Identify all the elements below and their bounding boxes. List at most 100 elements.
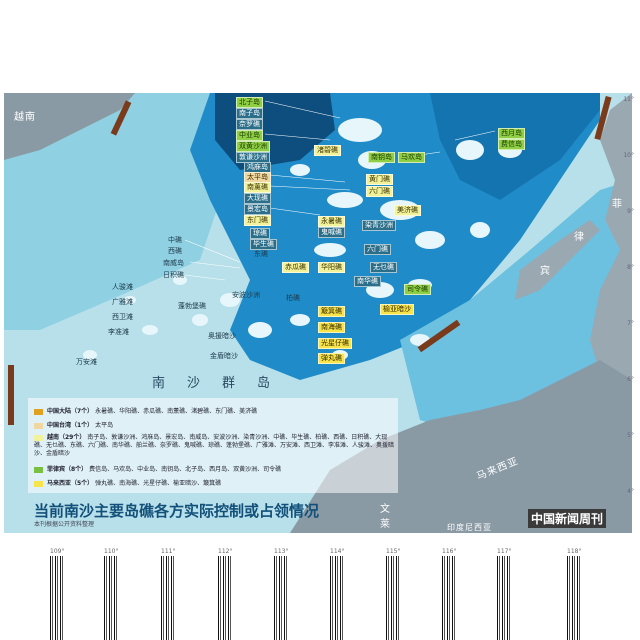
label-lizhun: 李准滩 [108, 328, 129, 336]
tag-dongmen: 东门礁 [244, 215, 271, 226]
lat-label: 6° [627, 376, 634, 383]
region-spratly-label: 南沙群岛 [152, 376, 293, 391]
label-renjun: 人骏滩 [112, 283, 133, 291]
legend-items: 太平岛 [95, 422, 114, 429]
land-vietnam [4, 93, 135, 160]
lon-label: 115° [386, 548, 401, 555]
graticule-strip [567, 556, 581, 640]
tag-guangxingzai: 光星仔礁 [318, 338, 352, 349]
tag-qiong: 琼礁 [250, 228, 270, 239]
country-vietnam: 越南 [14, 112, 36, 123]
legend-items: 费信岛、马欢岛、中业岛、南钥岛、北子岛、西月岛、双黄沙洲、司令礁 [89, 466, 282, 473]
lat-label: 4° [627, 488, 634, 495]
tag-nanxun: 南薰礁 [244, 182, 271, 193]
lon-label: 113° [274, 548, 289, 555]
tag-chigua: 赤瓜礁 [282, 262, 309, 273]
lon-label: 111° [161, 548, 176, 555]
country-philippines-3: 宾 [540, 266, 551, 277]
label-dongjiao: 东礁 [254, 250, 268, 258]
tag-ranqing: 染青沙洲 [362, 220, 396, 231]
tag-feixin: 费信岛 [498, 139, 525, 150]
label-riji: 日积礁 [163, 271, 184, 279]
tag-huayang: 华阳礁 [318, 262, 345, 273]
graticule-strip [274, 556, 288, 640]
graticule-strip [50, 556, 64, 640]
tag-liumen-vn: 六门礁 [364, 244, 391, 255]
lon-label: 114° [330, 548, 345, 555]
graticule-strip [330, 556, 344, 640]
tag-huangmen: 黄门礁 [366, 174, 393, 185]
tag-bisheng: 毕生礁 [250, 239, 277, 250]
legend-swatch [34, 408, 43, 415]
tag-wumie: 无乜礁 [370, 262, 397, 273]
tag-nanhua: 南华礁 [354, 276, 381, 287]
tag-siling: 司令礁 [404, 284, 431, 295]
boundary-bar-w [8, 365, 14, 425]
legend-swatch [34, 480, 43, 487]
graticule-strip [442, 556, 456, 640]
boundary-bar-nw [110, 100, 132, 136]
legend-name: 马来西亚（5个） [47, 480, 94, 487]
boundary-bar-ne [594, 95, 612, 141]
lon-label: 117° [497, 548, 512, 555]
leader-lines [184, 100, 496, 281]
legend-row-china: 中国大陆（7个） 永暑礁、华阳礁、赤瓜礁、南薰礁、渚碧礁、东门礁、美济礁 [34, 406, 257, 415]
label-nanwei: 南威岛 [163, 259, 184, 267]
lon-label: 118° [567, 548, 582, 555]
label-xijiao: 西礁 [168, 247, 182, 255]
tag-jinghong: 景宏岛 [244, 204, 271, 215]
lon-label: 109° [50, 548, 65, 555]
lat-label: 9° [627, 208, 634, 215]
label-bojiao: 柏礁 [286, 294, 300, 302]
tag-shuanghuang: 双黄沙洲 [236, 141, 270, 152]
legend-row-vietnam: 越南（29个） 南子岛、敦谦沙洲、鸿庥岛、景宏岛、南威岛、安波沙洲、染青沙洲、中… [34, 434, 394, 458]
graticule-strip [104, 556, 118, 640]
tag-daxian: 大现礁 [244, 193, 271, 204]
legend-row-malaysia: 马来西亚（5个） 弹丸礁、南海礁、光星仔礁、榆亚暗沙、簸箕礁 [34, 478, 221, 487]
tag-meiji: 美济礁 [394, 205, 421, 216]
tag-boji: 簸箕礁 [318, 306, 345, 317]
lat-label: 8° [627, 264, 634, 271]
legend-name: 中国台湾（1个） [47, 422, 94, 429]
graticule-strip [161, 556, 175, 640]
legend-items: 南子岛、敦谦沙洲、鸿庥岛、景宏岛、南威岛、安波沙洲、染青沙洲、中礁、毕生礁、柏礁… [34, 434, 395, 457]
tag-nanyue: 南钥岛 [368, 152, 395, 163]
country-philippines-1: 菲 [612, 199, 623, 210]
country-philippines-2: 律 [574, 232, 585, 243]
tag-naluo: 奈罗礁 [236, 119, 263, 130]
tag-xiyue: 西月岛 [498, 128, 525, 139]
tag-zhongye: 中业岛 [236, 130, 263, 141]
country-indonesia: 印度尼西亚 [447, 523, 492, 532]
country-brunei: 文莱 [380, 504, 404, 530]
lon-label: 112° [218, 548, 233, 555]
label-anbo: 安波沙洲 [232, 291, 260, 299]
lat-label: 11° [623, 96, 634, 103]
legend-swatch [34, 422, 43, 429]
label-pengbo: 蓬勃堡礁 [178, 302, 206, 310]
legend-row-philippines: 菲律宾（8个） 费信岛、马欢岛、中业岛、南钥岛、北子岛、西月岛、双黄沙洲、司令礁 [34, 464, 281, 473]
map-subtitle: 本刊根据公开资料整理 [34, 521, 95, 528]
tag-mahuan: 马欢岛 [398, 152, 425, 163]
lat-label: 10° [623, 152, 634, 159]
label-aoyuan: 奥援暗沙 [208, 332, 236, 340]
legend-items: 弹丸礁、南海礁、光星仔礁、榆亚暗沙、簸箕礁 [95, 480, 222, 487]
tag-liumen: 六门礁 [366, 186, 393, 197]
land-philippines [590, 93, 632, 390]
tag-zhubi: 渚碧礁 [314, 145, 341, 156]
label-jindun: 金盾暗沙 [210, 352, 238, 360]
lat-label: 5° [627, 432, 634, 439]
legend-name: 菲律宾（8个） [47, 466, 88, 473]
tag-nanzi: 南子岛 [236, 108, 263, 119]
legend-swatch [34, 466, 43, 473]
lon-label: 110° [104, 548, 119, 555]
tag-beizi: 北子岛 [236, 97, 263, 108]
tag-nanhai: 南海礁 [318, 322, 345, 333]
lat-label: 7° [627, 320, 634, 327]
tag-guihan: 鬼喊礁 [318, 227, 345, 238]
graticule-strip [386, 556, 400, 640]
tag-yongshu: 永暑礁 [318, 216, 345, 227]
legend-name: 中国大陆（7个） [47, 408, 94, 415]
brand-logo: 中国新闻周刊 [528, 509, 607, 528]
tag-danwan: 弹丸礁 [318, 353, 345, 364]
graticule-strip [497, 556, 511, 640]
